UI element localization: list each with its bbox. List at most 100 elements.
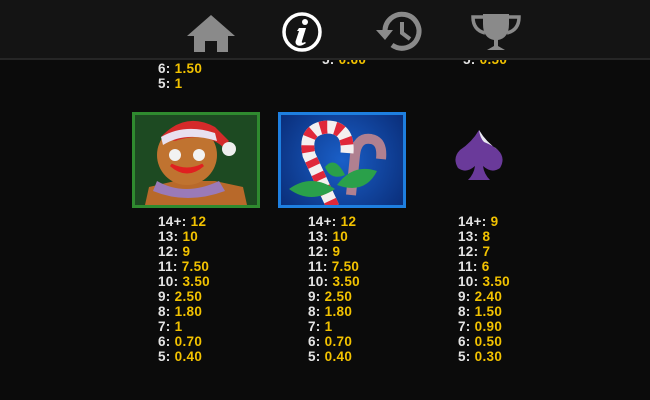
pay-count: 10: bbox=[158, 274, 179, 289]
pay-row: 11: 6 bbox=[458, 259, 510, 274]
pay-value: 2.50 bbox=[174, 289, 203, 304]
pay-row: 9: 2.50 bbox=[158, 289, 210, 304]
pay-value: 1.50 bbox=[174, 61, 203, 76]
top-nav-bar bbox=[0, 0, 650, 60]
pay-value: 0.50 bbox=[474, 334, 503, 349]
pay-value: 6 bbox=[481, 259, 490, 274]
pay-count: 10: bbox=[458, 274, 479, 289]
pay-row: 13: 10 bbox=[308, 229, 360, 244]
pay-count: 9: bbox=[458, 289, 471, 304]
pay-count: 6: bbox=[158, 334, 171, 349]
pay-count: 11: bbox=[308, 259, 328, 274]
pay-value: 7.50 bbox=[331, 259, 360, 274]
pay-value: 9 bbox=[182, 244, 191, 259]
home-icon bbox=[187, 15, 235, 52]
pay-row: 10: 3.50 bbox=[308, 274, 360, 289]
pay-value: 1 bbox=[174, 76, 183, 91]
pay-count: 8: bbox=[158, 304, 171, 319]
pay-count: 13: bbox=[158, 229, 179, 244]
pay-row: 12: 7 bbox=[458, 244, 510, 259]
spade-symbol-icon bbox=[455, 130, 503, 180]
pay-value: 9 bbox=[332, 244, 341, 259]
pay-value: 2.40 bbox=[474, 289, 503, 304]
pay-count: 7: bbox=[158, 319, 171, 334]
pay-count: 6: bbox=[458, 334, 471, 349]
pay-value: 7 bbox=[482, 244, 491, 259]
pay-value: 0.90 bbox=[474, 319, 503, 334]
pay-count: 5: bbox=[308, 349, 321, 364]
home-button[interactable] bbox=[183, 10, 239, 54]
pay-count: 12: bbox=[308, 244, 329, 259]
pay-row: 9: 2.50 bbox=[308, 289, 360, 304]
pay-row: 8: 1.80 bbox=[158, 304, 210, 319]
info-icon bbox=[282, 12, 322, 52]
pay-value: 9 bbox=[490, 214, 499, 229]
pay-row: 6: 0.70 bbox=[158, 334, 210, 349]
candy-cane-symbol-icon bbox=[289, 120, 387, 205]
pay-value: 0.70 bbox=[324, 334, 353, 349]
pay-count: 10: bbox=[308, 274, 329, 289]
pay-count: 12: bbox=[158, 244, 179, 259]
pay-value: 1.50 bbox=[474, 304, 503, 319]
gingerbread-symbol-icon bbox=[145, 120, 247, 205]
partial-paytable-1: 6: 1.50 5: 1 bbox=[158, 61, 202, 91]
pay-row: 8: 1.50 bbox=[458, 304, 510, 319]
pay-count: 7: bbox=[308, 319, 321, 334]
history-button[interactable] bbox=[373, 10, 429, 54]
pay-value: 3.50 bbox=[482, 274, 510, 289]
pay-row: 5: 0.40 bbox=[158, 349, 210, 364]
pay-value: 0.70 bbox=[174, 334, 203, 349]
pay-count: 14+: bbox=[458, 214, 487, 229]
pay-row: 14+: 9 bbox=[458, 214, 510, 229]
trophy-button[interactable] bbox=[468, 10, 524, 54]
paytable-candy-cane: 14+: 12 13: 10 12: 9 11: 7.50 10: 3.50 9: 2.5… bbox=[308, 214, 360, 364]
pay-count: 8: bbox=[458, 304, 471, 319]
history-icon bbox=[376, 11, 422, 51]
pay-count: 9: bbox=[158, 289, 171, 304]
info-button[interactable] bbox=[274, 10, 330, 54]
pay-count: 11: bbox=[458, 259, 478, 274]
pay-count: 7: bbox=[458, 319, 471, 334]
pay-value: 1 bbox=[324, 319, 333, 334]
pay-count: 14+: bbox=[158, 214, 187, 229]
pay-row: 14+: 12 bbox=[158, 214, 210, 229]
pay-row: 8: 1.80 bbox=[308, 304, 360, 319]
pay-value: 10 bbox=[332, 229, 349, 244]
pay-value: 1.80 bbox=[324, 304, 353, 319]
pay-count: 13: bbox=[458, 229, 479, 244]
pay-row: 10: 3.50 bbox=[158, 274, 210, 289]
pay-count: 8: bbox=[308, 304, 321, 319]
pay-value: 1.80 bbox=[174, 304, 203, 319]
pay-row: 11: 7.50 bbox=[158, 259, 210, 274]
pay-row: 13: 10 bbox=[158, 229, 210, 244]
pay-row: 12: 9 bbox=[308, 244, 360, 259]
pay-count: 11: bbox=[158, 259, 178, 274]
pay-value: 12 bbox=[190, 214, 207, 229]
pay-value: 8 bbox=[482, 229, 491, 244]
pay-value: 1 bbox=[174, 319, 183, 334]
pay-row: 11: 7.50 bbox=[308, 259, 360, 274]
pay-row: 6: 1.50 bbox=[158, 61, 202, 76]
paytable-spade: 14+: 9 13: 8 12: 7 11: 6 10: 3.50 9: 2.40 8: 1… bbox=[458, 214, 510, 364]
gingerbread-symbol bbox=[132, 112, 260, 208]
pay-count: 6: bbox=[308, 334, 321, 349]
pay-value: 12 bbox=[340, 214, 357, 229]
pay-row: 7: 1 bbox=[308, 319, 360, 334]
trophy-icon bbox=[471, 14, 521, 50]
pay-value: 2.50 bbox=[324, 289, 353, 304]
pay-row: 7: 1 bbox=[158, 319, 210, 334]
pay-value: 0.40 bbox=[174, 349, 203, 364]
pay-count: 9: bbox=[308, 289, 321, 304]
pay-value: 3.50 bbox=[182, 274, 210, 289]
pay-count: 14+: bbox=[308, 214, 337, 229]
pay-row: 10: 3.50 bbox=[458, 274, 510, 289]
pay-row: 5: 0.40 bbox=[308, 349, 360, 364]
candy-cane-symbol bbox=[278, 112, 406, 208]
pay-value: 10 bbox=[182, 229, 199, 244]
pay-count: 5: bbox=[158, 76, 171, 91]
pay-row: 5: 0.30 bbox=[458, 349, 510, 364]
pay-count: 6: bbox=[158, 61, 171, 76]
pay-count: 12: bbox=[458, 244, 479, 259]
pay-row: 13: 8 bbox=[458, 229, 510, 244]
